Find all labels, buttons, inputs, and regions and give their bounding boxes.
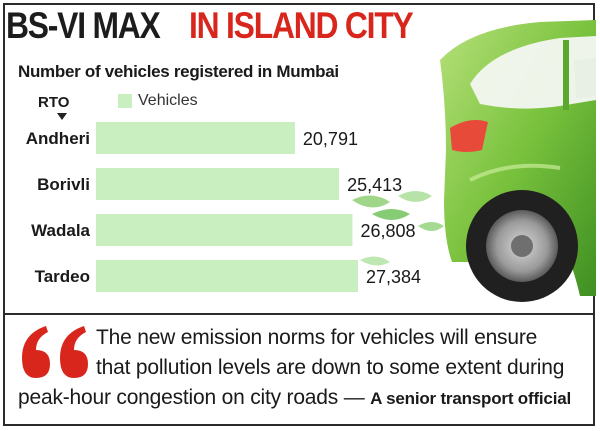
arrow-down-icon [57, 113, 67, 120]
quote-attribution: A senior transport official [370, 389, 571, 408]
bar-andheri [96, 122, 295, 154]
category-label: Tardeo [35, 267, 90, 286]
value-label: 26,808 [360, 221, 415, 241]
quote-line-1: The new emission norms for vehicles will… [96, 326, 538, 349]
category-label: Andheri [26, 129, 90, 148]
leaf-icon [360, 256, 390, 266]
legend-label: Vehicles [138, 92, 198, 109]
quote-dash: — [338, 386, 371, 409]
quote-mark-icon [22, 326, 88, 378]
value-label: 25,413 [347, 175, 402, 195]
leaf-icon [352, 195, 390, 208]
chart-title: Number of vehicles registered in Mumbai [18, 62, 339, 81]
quote-line-2: that pollution levels are down to some e… [96, 356, 565, 379]
headline: BS-VI MAX IN ISLAND CITY [6, 4, 466, 48]
headline-part-2: IN ISLAND CITY [189, 5, 414, 46]
divider [5, 313, 593, 315]
value-label: 27,384 [366, 267, 421, 287]
leaf-icon [372, 209, 410, 220]
axis-label-rto: RTO [38, 94, 70, 111]
headline-part-1: BS-VI MAX [6, 5, 161, 46]
quote-line-3: peak-hour congestion on city roads — A s… [18, 386, 571, 410]
category-label: Wadala [31, 221, 90, 240]
category-label: Borivli [37, 175, 90, 194]
bar-borivli [96, 168, 340, 200]
car-headlight [450, 120, 488, 152]
leaf-icon [418, 222, 444, 231]
value-label: 20,791 [303, 129, 358, 149]
legend: Vehicles [118, 92, 198, 110]
quote-line-3-text: peak-hour congestion on city roads [18, 386, 339, 409]
legend-swatch [118, 94, 132, 108]
leaf-icon [398, 191, 432, 202]
bar-tardeo [96, 260, 358, 292]
bar-wadala [96, 214, 353, 246]
